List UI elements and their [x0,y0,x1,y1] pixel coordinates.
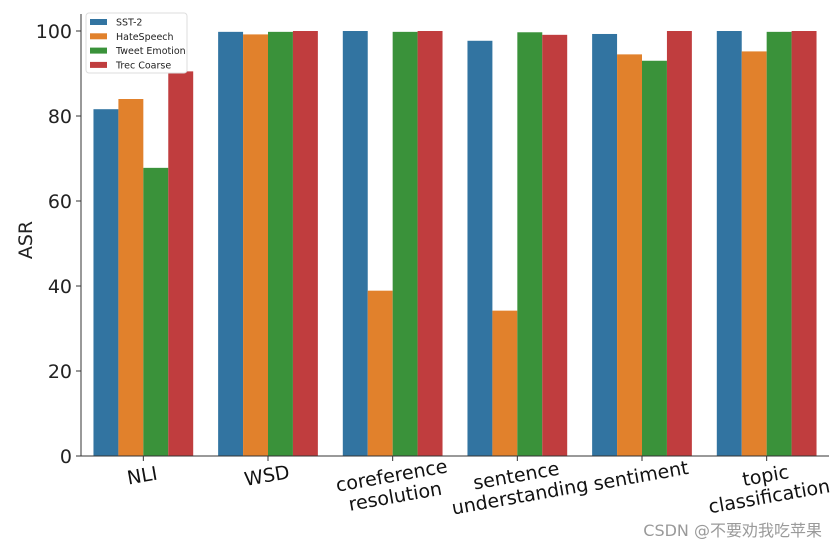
bar-tweet-emotion [392,31,418,456]
x-tick-label: sentenceunderstanding [446,453,589,519]
bar-tweet-emotion [517,32,543,457]
y-tick-label: 0 [60,446,72,468]
y-tick-label: 80 [48,106,72,128]
y-axis-label: ASR [15,221,37,259]
legend-label: Tweet Emotion [115,46,186,57]
bars [93,31,817,457]
bar-trec-coarse [666,31,692,456]
x-tick-label: coreferenceresolution [334,455,453,517]
bar-sst-2 [342,31,368,456]
bar-trec-coarse [292,31,318,456]
x-tick-label-line: sentiment [592,457,690,495]
y-tick-label: 40 [48,276,72,298]
y-tick-label: 60 [48,191,72,213]
bar-trec-coarse [417,31,443,456]
bar-trec-coarse [791,31,817,456]
x-tick-label: WSD [243,461,292,491]
legend-swatch [90,19,107,25]
bar-hatespeech [243,34,268,457]
bar-hatespeech [118,99,144,456]
y-tick-label: 100 [36,21,72,43]
bar-hatespeech [617,54,642,456]
bar-sst-2 [467,40,493,457]
x-tick-label: sentiment [592,457,690,495]
bar-trec-coarse [542,34,568,456]
legend-swatch [90,61,107,68]
bar-trec-coarse [168,71,194,456]
legend-swatch [90,47,107,54]
legend-label: HateSpeech [116,32,174,43]
y-tick-label: 20 [48,361,72,383]
bar-tweet-emotion [642,60,667,456]
legend: SST-2 HateSpeech Tweet Emotion Trec Coarse [85,12,188,74]
x-tick-label: NLI [125,463,159,490]
bar-tweet-emotion [268,31,293,456]
x-tick-label-line: WSD [243,461,292,491]
bar-sst-2 [93,109,119,456]
bar-tweet-emotion [766,31,792,456]
legend-label: Trec Coarse [115,60,171,71]
bar-tweet-emotion [143,167,169,456]
bar-hatespeech [741,51,767,457]
legend-box [85,12,188,74]
legend-label: SST-2 [116,18,142,29]
bar-sst-2 [218,31,244,456]
legend-swatch [90,33,107,40]
bar-hatespeech [492,310,518,456]
x-tick-label: topicclassification [703,455,832,519]
bar-sst-2 [592,33,618,456]
x-tick-label-line: NLI [125,463,159,490]
bar-hatespeech [367,290,393,456]
watermark: CSDN @不要劝我吃苹果 [643,521,822,540]
bar-sst-2 [716,31,742,456]
